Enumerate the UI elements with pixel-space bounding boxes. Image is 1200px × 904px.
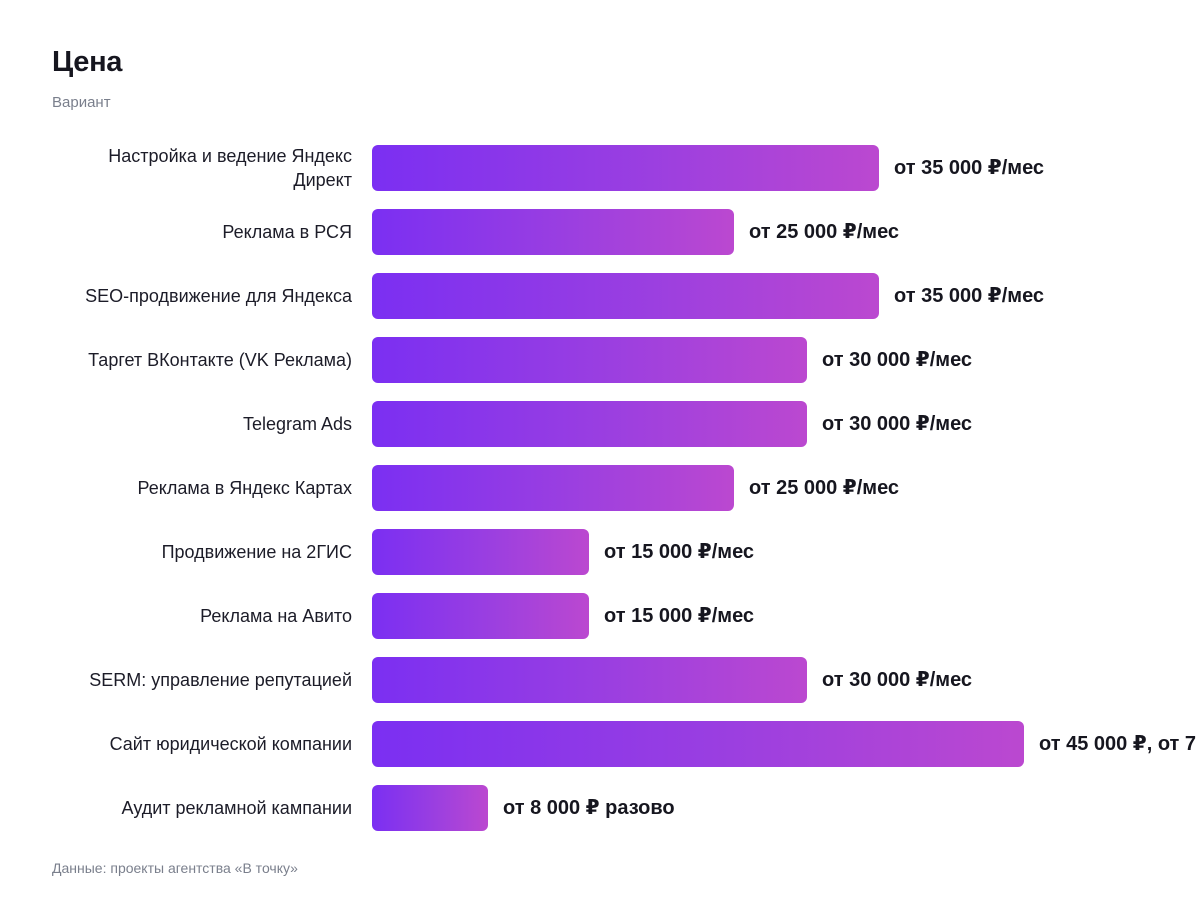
category-label: SERM: управление репутацией bbox=[89, 670, 352, 690]
bar bbox=[372, 785, 488, 831]
chart-source: Данные: проекты агентства «В точку» bbox=[52, 860, 298, 876]
bar bbox=[372, 465, 734, 511]
bar bbox=[372, 657, 807, 703]
category-label: Таргет ВКонтакте (VK Реклама) bbox=[88, 350, 352, 370]
value-label: от 35 000 ₽/мес bbox=[894, 157, 1045, 179]
chart-title: Цена bbox=[52, 46, 123, 78]
chart-subtitle: Вариант bbox=[52, 94, 111, 111]
bar bbox=[372, 593, 589, 639]
bar bbox=[372, 273, 879, 319]
value-label: от 45 000 ₽, от 7 bbox=[1039, 733, 1197, 755]
bar bbox=[372, 209, 734, 255]
value-label: от 25 000 ₽/мес bbox=[749, 477, 900, 499]
bar bbox=[372, 721, 1024, 767]
category-label: SEO-продвижение для Яндекса bbox=[85, 286, 352, 306]
value-label: от 8 000 ₽ разово bbox=[503, 797, 675, 819]
bar bbox=[372, 337, 807, 383]
value-label: от 30 000 ₽/мес bbox=[822, 413, 973, 435]
bar bbox=[372, 145, 879, 191]
category-label: Реклама в Яндекс Картах bbox=[137, 478, 352, 498]
value-label: от 30 000 ₽/мес bbox=[822, 349, 973, 371]
category-label: Настройка и ведение Яндекс Директ bbox=[108, 146, 352, 190]
bar bbox=[372, 529, 589, 575]
category-label: Реклама в РСЯ bbox=[222, 222, 352, 242]
value-label: от 15 000 ₽/мес bbox=[604, 605, 755, 627]
category-label: Telegram Ads bbox=[242, 414, 352, 434]
category-label: Аудит рекламной кампании bbox=[121, 798, 352, 818]
category-label: Продвижение на 2ГИС bbox=[161, 542, 352, 562]
bar bbox=[372, 401, 807, 447]
category-label: Сайт юридической компании bbox=[109, 734, 352, 754]
category-label: Реклама на Авито bbox=[200, 606, 352, 626]
value-label: от 35 000 ₽/мес bbox=[894, 285, 1045, 307]
value-label: от 15 000 ₽/мес bbox=[604, 541, 755, 563]
value-label: от 25 000 ₽/мес bbox=[749, 221, 900, 243]
value-label: от 30 000 ₽/мес bbox=[822, 669, 973, 691]
